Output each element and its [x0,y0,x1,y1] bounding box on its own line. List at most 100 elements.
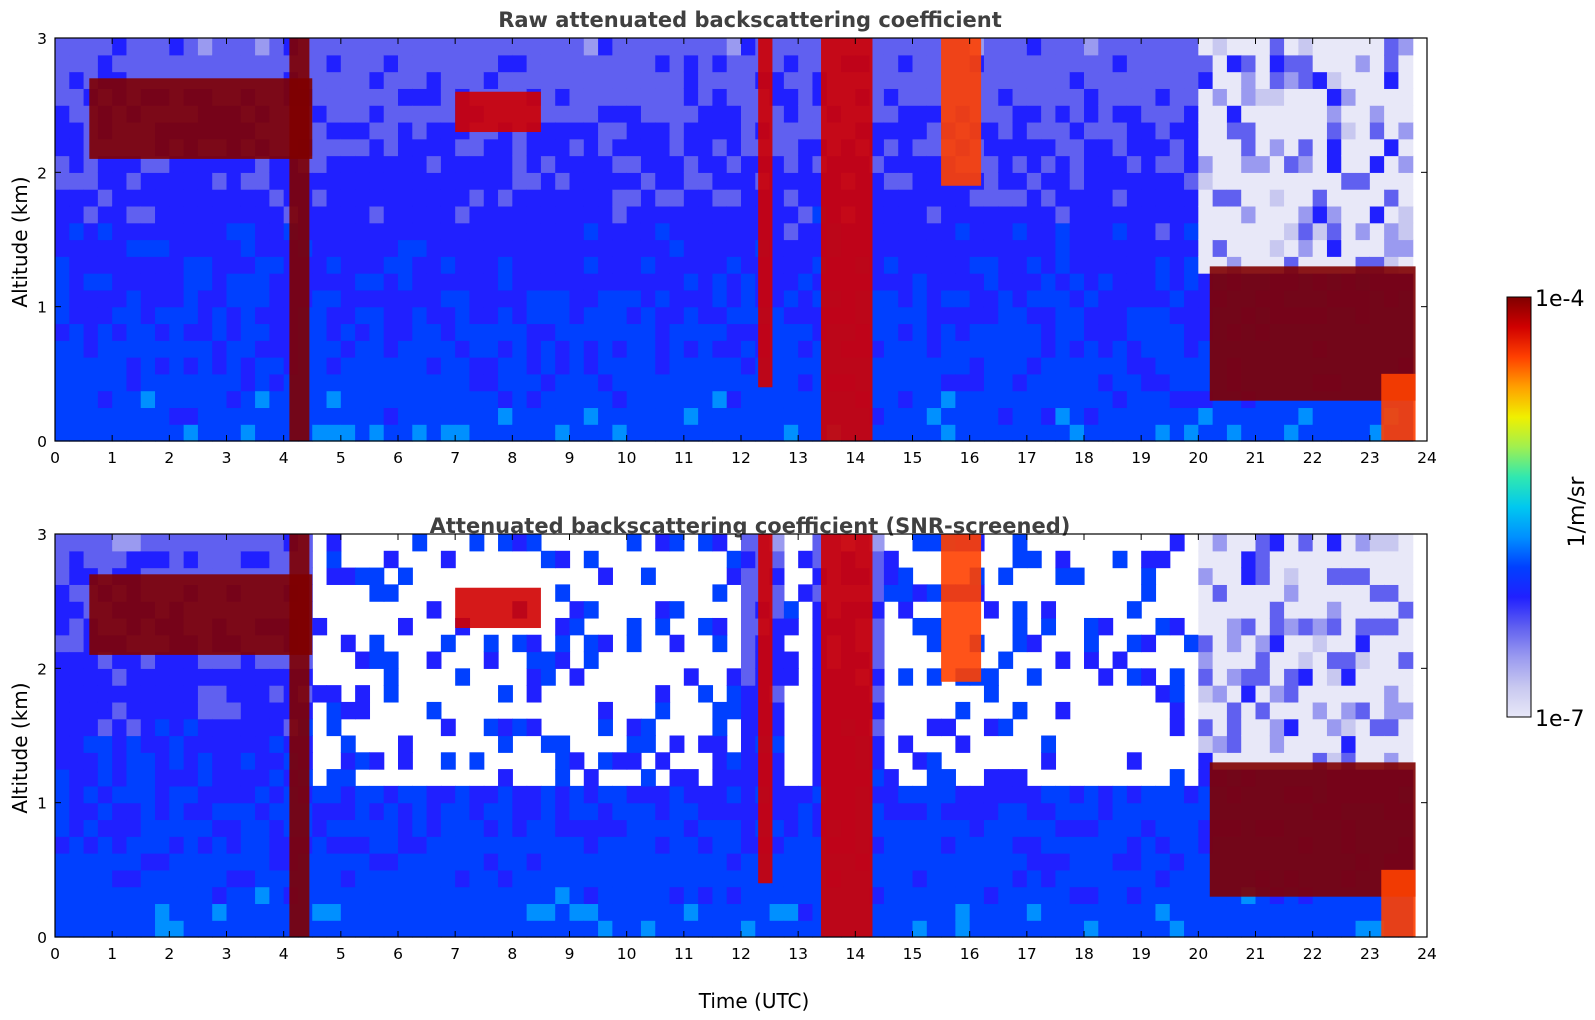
heatmap-cell [440,88,456,106]
heatmap-cell [312,886,328,905]
heatmap-cell [912,105,928,123]
heatmap-cell [1369,239,1385,257]
heatmap-cell [455,785,471,804]
heatmap-cell [640,306,656,325]
heatmap-cell [598,38,613,56]
heatmap-cell [640,836,656,854]
heatmap-cell [769,903,785,921]
heatmap-cell [555,138,571,157]
heatmap-cell [197,668,213,686]
heatmap-cell [1269,685,1285,703]
heatmap-cell [1341,424,1357,442]
heatmap-cell [1026,38,1042,56]
heatmap-cell [1112,138,1128,157]
heatmap-cell [312,239,328,257]
heatmap-cell [983,205,999,224]
heatmap-cell [598,819,613,837]
heatmap-cell [540,38,556,56]
heatmap-cell [1198,651,1214,669]
heatmap-cell [255,701,270,720]
heatmap-cell [226,752,242,770]
heatmap-cell [626,718,642,737]
heatmap-cell [1398,239,1414,257]
x-tick-label: 20 [1188,449,1208,467]
heatmap-cell [269,54,285,73]
heatmap-cell [869,38,885,56]
heatmap-cell [326,407,342,425]
heatmap-cell [1155,802,1171,821]
heatmap-cell [126,735,142,753]
heatmap-cell [783,373,799,392]
heatmap-cell [540,323,556,341]
heatmap-cell [783,802,799,821]
heatmap-cell [1041,189,1057,207]
heatmap-cell [640,323,656,341]
heatmap-cell [212,373,228,392]
heatmap-cell [512,785,528,804]
heatmap-cell [112,407,128,425]
heatmap-cell [355,357,371,375]
heatmap-cell [97,752,113,770]
heatmap-cell [383,88,399,106]
heatmap-cell [255,735,270,753]
heatmap-cell [712,903,728,921]
heatmap-cell [355,407,371,425]
heatmap-feature [758,38,773,388]
heatmap-cell [598,155,613,173]
heatmap-cell [326,155,342,173]
heatmap-cell [769,88,785,106]
heatmap-cell [369,138,385,157]
heatmap-cell [555,869,571,888]
heatmap-cell [983,869,999,888]
heatmap-cell [983,903,999,921]
heatmap-cell [1255,735,1271,753]
x-tick-label: 6 [393,945,403,963]
heatmap-cell [255,819,270,837]
heatmap-cell [483,54,499,73]
heatmap-cell [197,289,213,308]
heatmap-cell [612,920,628,938]
heatmap-cell [455,54,471,73]
heatmap-cell [1155,273,1171,291]
heatmap-cell [569,172,585,190]
heatmap-cell [369,836,385,854]
heatmap-cell [755,903,771,921]
heatmap-cell [69,205,85,224]
heatmap-cell [440,306,456,325]
heatmap-cell [226,701,242,720]
heatmap-cell [183,424,199,442]
heatmap-cell [1255,701,1271,720]
heatmap-cell [941,903,956,921]
heatmap-cell [626,735,642,753]
heatmap-cell [1184,424,1199,442]
heatmap-cell [140,701,156,720]
heatmap-cell [255,853,270,871]
heatmap-cell [440,550,456,569]
heatmap-cell [1341,105,1357,123]
heatmap-cell [898,390,914,409]
heatmap-cell [1026,121,1042,140]
heatmap-cell [126,836,142,854]
heatmap-cell [240,373,256,392]
heatmap-cell [669,357,685,375]
heatmap-cell [1398,155,1414,173]
x-tick-label: 5 [336,945,346,963]
heatmap-cell [355,836,371,854]
heatmap-cell [1369,205,1385,224]
heatmap-cell [369,54,385,73]
heatmap-cell [1355,617,1371,636]
heatmap-cell [869,424,885,442]
heatmap-cell [1184,256,1199,274]
heatmap-cell [1112,869,1128,888]
heatmap-cell [1369,701,1385,720]
heatmap-cell [255,172,270,190]
heatmap-cell [769,584,785,602]
heatmap-cell [155,668,170,686]
heatmap-cell [998,239,1014,257]
heatmap-cell [183,903,199,921]
heatmap-cell [412,138,428,157]
heatmap-cell [655,121,671,140]
heatmap-cell [212,836,228,854]
x-tick-label: 4 [279,449,289,467]
heatmap-cell [326,121,342,140]
